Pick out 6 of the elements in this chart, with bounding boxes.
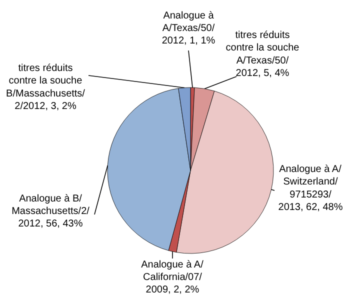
slice-label: titres réduits contre la souche A/Texas/50/2012, 5, 4% (226, 30, 300, 79)
slice-label: titres réduits contre la souche B/Massachusetts/2/2012, 3, 2% (6, 63, 86, 112)
slice-label: Analogue à A/Texas/50/2012, 1, 1% (162, 10, 216, 47)
slice-label: Analogue à B/Massachusetts/2/2012, 56, 43% (12, 193, 90, 230)
slice-label: Analogue à A/Switzerland/9715293/2013, 62, 48% (278, 164, 343, 213)
slice-label: Analogue à A/California/07/2009, 2, 2% (141, 259, 204, 296)
